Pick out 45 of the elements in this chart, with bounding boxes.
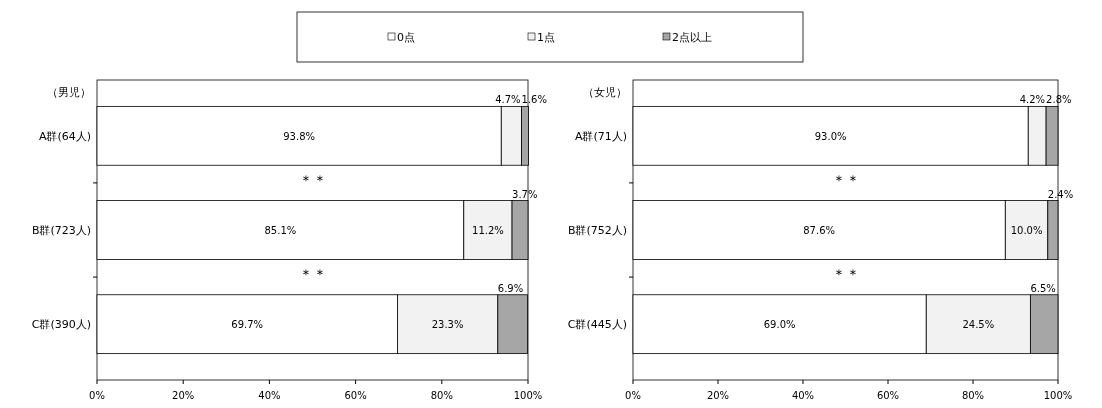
data-label: 10.0% bbox=[1010, 225, 1043, 236]
x-tick-label: 20% bbox=[172, 390, 195, 401]
x-tick-label: 40% bbox=[791, 390, 815, 401]
legend-label: 2点以上 bbox=[672, 31, 712, 44]
data-label: 1.6% bbox=[521, 94, 547, 106]
text: （男児） bbox=[47, 86, 91, 99]
data-label: 6.9% bbox=[497, 282, 524, 294]
x-tick-label: 40% bbox=[258, 390, 281, 401]
x-tick-label: 60% bbox=[876, 390, 900, 401]
y-tick-label: C群(390人) bbox=[31, 318, 91, 332]
y-tick-label: B群(752人) bbox=[567, 224, 627, 237]
data-label: 87.6% bbox=[803, 225, 836, 236]
data-label: 2.8% bbox=[1046, 94, 1072, 106]
text: （女児） bbox=[583, 86, 627, 99]
data-label: 23.3% bbox=[431, 319, 464, 331]
annotation: ＊＊ bbox=[831, 171, 860, 188]
annotation: ＊＊ bbox=[298, 171, 327, 188]
data-label: 85.1% bbox=[264, 225, 297, 236]
x-tick-label: 0% bbox=[625, 390, 641, 401]
y-tick-label: B群(723人) bbox=[31, 224, 91, 237]
data-label: 3.7% bbox=[512, 188, 538, 200]
y-tick-label: A群(71人) bbox=[574, 129, 627, 143]
x-tick-label: 80% bbox=[430, 390, 453, 401]
data-label: 4.7% bbox=[495, 94, 521, 106]
legend-label: 1点 bbox=[537, 31, 555, 44]
x-tick-label: 0% bbox=[89, 390, 105, 401]
data-label: 24.5% bbox=[962, 319, 995, 331]
data-label: 69.0% bbox=[763, 319, 796, 331]
annotation: ＊＊ bbox=[298, 265, 327, 282]
legend-label: 0点 bbox=[397, 31, 415, 44]
x-tick-label: 100% bbox=[1043, 390, 1073, 401]
data-label: 2.4% bbox=[1047, 188, 1074, 200]
x-tick-label: 100% bbox=[513, 390, 543, 401]
data-label: 69.7% bbox=[231, 319, 264, 331]
data-label: 93.0% bbox=[814, 130, 847, 142]
data-label: 93.8% bbox=[283, 130, 316, 142]
y-tick-label: C群(445人) bbox=[567, 318, 627, 332]
annotation: ＊＊ bbox=[831, 265, 860, 282]
x-tick-label: 80% bbox=[961, 390, 985, 401]
x-tick-label: 60% bbox=[344, 390, 367, 401]
x-tick-label: 20% bbox=[706, 390, 730, 401]
data-label: 4.2% bbox=[1019, 94, 1046, 106]
data-label: 11.2% bbox=[472, 225, 504, 236]
y-tick-label: A群(64人) bbox=[38, 129, 91, 143]
data-label: 6.5% bbox=[1030, 282, 1056, 294]
